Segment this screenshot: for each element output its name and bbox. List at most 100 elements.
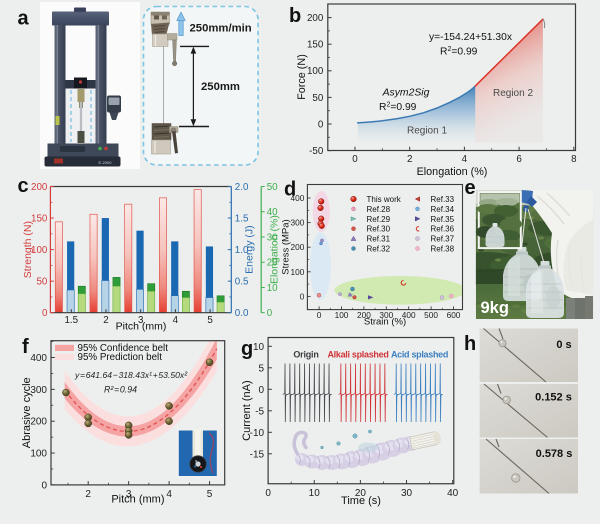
svg-text:5: 5 <box>207 489 213 500</box>
svg-text:-50: -50 <box>309 146 324 157</box>
svg-text:Origin: Origin <box>293 350 318 360</box>
svg-text:Ref.36: Ref.36 <box>431 225 455 234</box>
svg-text:0: 0 <box>352 154 358 165</box>
svg-text:10: 10 <box>267 283 278 294</box>
svg-text:This work: This work <box>367 195 402 204</box>
svg-text:-15: -15 <box>250 449 265 460</box>
svg-text:50: 50 <box>36 277 47 288</box>
svg-text:8: 8 <box>571 154 577 165</box>
svg-text:Time (s): Time (s) <box>341 495 381 507</box>
svg-text:Asym2Sig: Asym2Sig <box>382 88 430 99</box>
svg-text:R2=0.99: R2=0.99 <box>440 46 478 58</box>
svg-text:30: 30 <box>401 488 413 499</box>
svg-text:-5: -5 <box>255 406 264 417</box>
svg-text:Abrasive cycle: Abrasive cycle <box>21 377 33 448</box>
svg-text:300: 300 <box>379 310 393 320</box>
svg-text:100: 100 <box>307 66 324 77</box>
svg-text:20: 20 <box>267 258 278 269</box>
svg-text:0: 0 <box>42 308 48 319</box>
svg-text:9kg: 9kg <box>481 299 509 317</box>
svg-text:Ref.31: Ref.31 <box>367 235 391 244</box>
svg-text:250mm: 250mm <box>201 81 240 93</box>
svg-text:50: 50 <box>312 93 323 104</box>
svg-text:2: 2 <box>85 489 91 500</box>
svg-text:40: 40 <box>447 488 459 499</box>
svg-text:10: 10 <box>309 488 321 499</box>
svg-text:1.5: 1.5 <box>64 315 78 326</box>
svg-text:0: 0 <box>318 119 324 130</box>
svg-text:y=-154.24+51.30x: y=-154.24+51.30x <box>429 32 513 43</box>
svg-text:6: 6 <box>516 154 522 165</box>
svg-text:0: 0 <box>267 308 273 319</box>
svg-text:0.0: 0.0 <box>235 308 249 319</box>
svg-text:Stress (MPa): Stress (MPa) <box>281 219 292 274</box>
svg-text:200: 200 <box>31 182 48 193</box>
svg-text:4: 4 <box>173 315 179 326</box>
svg-text:h: h <box>464 333 476 355</box>
svg-text:2: 2 <box>407 154 412 165</box>
svg-text:0: 0 <box>300 291 305 301</box>
svg-text:200: 200 <box>30 417 47 428</box>
svg-text:250mm/min: 250mm/min <box>190 23 252 35</box>
svg-text:2: 2 <box>103 315 108 326</box>
svg-text:100: 100 <box>31 245 48 256</box>
svg-text:150: 150 <box>307 40 324 51</box>
svg-text:400: 400 <box>402 310 416 320</box>
svg-text:Elongation (%): Elongation (%) <box>269 215 281 284</box>
svg-text:Ref.32: Ref.32 <box>367 245 391 254</box>
svg-text:0.152 s: 0.152 s <box>535 392 572 404</box>
svg-text:100: 100 <box>30 449 47 460</box>
svg-text:5: 5 <box>259 363 265 374</box>
svg-text:Elongation (%): Elongation (%) <box>417 166 488 178</box>
svg-text:200: 200 <box>291 242 305 252</box>
svg-text:y = 641.64 − 318.43x¹ + 53.50x: y = 641.64 − 318.43x¹ + 53.50x² <box>74 370 188 380</box>
svg-text:Acid splashed: Acid splashed <box>391 350 448 360</box>
svg-text:Alkali splashed: Alkali splashed <box>327 350 388 360</box>
svg-text:10: 10 <box>253 342 265 353</box>
svg-text:e: e <box>465 177 476 199</box>
svg-text:Ref.37: Ref.37 <box>431 235 455 244</box>
svg-text:200: 200 <box>307 13 324 24</box>
svg-text:100: 100 <box>335 310 349 320</box>
svg-text:500: 500 <box>424 310 438 320</box>
svg-text:0 s: 0 s <box>556 339 571 351</box>
svg-text:95% Prediction belt: 95% Prediction belt <box>78 352 163 363</box>
svg-text:50: 50 <box>267 182 278 193</box>
svg-text:4: 4 <box>166 489 172 500</box>
svg-text:4: 4 <box>462 154 468 165</box>
svg-text:b: b <box>289 5 301 27</box>
svg-text:150: 150 <box>31 213 48 224</box>
svg-text:f: f <box>22 336 29 358</box>
svg-text:Ref.29: Ref.29 <box>367 215 391 224</box>
svg-text:400: 400 <box>291 193 305 203</box>
svg-text:400: 400 <box>30 353 47 364</box>
svg-text:30: 30 <box>267 232 278 243</box>
svg-text:100: 100 <box>291 267 305 277</box>
svg-text:g: g <box>241 338 253 360</box>
svg-text:3: 3 <box>126 489 132 500</box>
svg-text:600: 600 <box>447 310 461 320</box>
svg-text:Energy (J): Energy (J) <box>244 225 256 273</box>
svg-text:Current (nA): Current (nA) <box>241 380 253 441</box>
svg-text:Region 1: Region 1 <box>407 126 447 137</box>
svg-text:300: 300 <box>30 385 47 396</box>
svg-text:2.0: 2.0 <box>235 182 249 193</box>
svg-text:E-2000: E-2000 <box>99 160 113 165</box>
svg-text:95% Confidence belt: 95% Confidence belt <box>78 343 169 354</box>
svg-text:0: 0 <box>265 488 271 499</box>
svg-text:Ref.33: Ref.33 <box>431 195 455 204</box>
svg-text:3: 3 <box>138 315 144 326</box>
svg-text:R2=0.99: R2=0.99 <box>379 102 417 114</box>
svg-text:Ref.28: Ref.28 <box>367 205 391 214</box>
svg-text:Region 2: Region 2 <box>493 88 533 99</box>
svg-text:c: c <box>18 175 29 197</box>
svg-text:300: 300 <box>291 218 305 228</box>
svg-text:1.5: 1.5 <box>235 213 249 224</box>
svg-text:20: 20 <box>355 488 367 499</box>
svg-text:Ref.30: Ref.30 <box>367 225 391 234</box>
svg-text:Force (N): Force (N) <box>296 54 308 100</box>
svg-text:Pitch (mm): Pitch (mm) <box>111 494 164 506</box>
svg-text:Ref.35: Ref.35 <box>431 215 455 224</box>
svg-text:a: a <box>18 8 30 30</box>
svg-text:Strain (%): Strain (%) <box>364 317 406 328</box>
